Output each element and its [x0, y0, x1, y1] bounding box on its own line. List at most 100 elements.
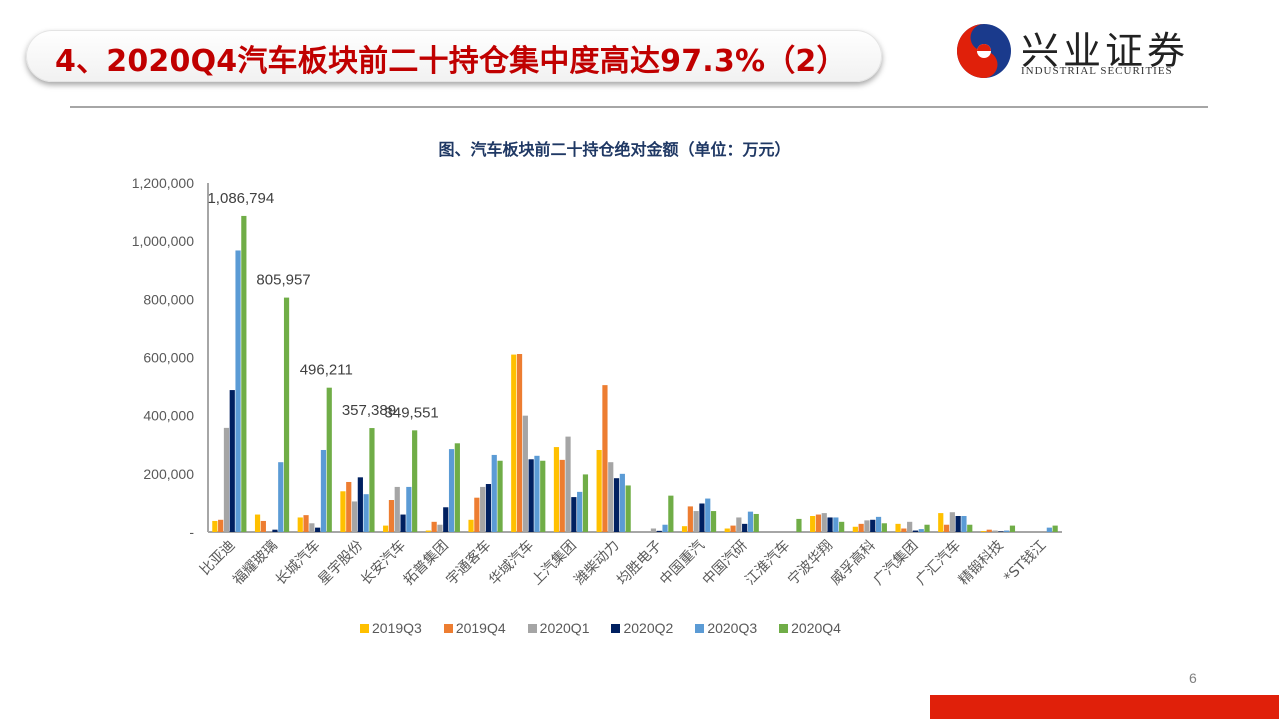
bar	[810, 516, 816, 532]
bar	[400, 514, 406, 532]
bar	[875, 516, 882, 532]
bar	[827, 517, 833, 532]
bar	[693, 511, 699, 532]
bar	[980, 531, 987, 532]
bar	[437, 524, 443, 532]
x-category-label: 上汽集团	[528, 537, 580, 589]
bar	[241, 215, 247, 532]
bar	[918, 529, 924, 532]
legend-swatch	[695, 623, 705, 633]
bar	[742, 523, 748, 532]
bar	[967, 524, 973, 532]
bar	[582, 474, 589, 532]
bar	[687, 506, 693, 532]
x-category-label: 比亚迪	[197, 538, 238, 579]
bar	[272, 529, 278, 532]
y-tick-label: 600,000	[143, 350, 194, 366]
x-category-label: 江淮汽车	[742, 537, 794, 589]
page-number: 6	[1189, 670, 1197, 686]
bar	[565, 436, 571, 532]
bar	[388, 500, 395, 532]
bar	[961, 516, 967, 532]
legend-item: 2020Q3	[695, 620, 757, 636]
legend-swatch	[527, 623, 537, 633]
x-category-label: 中国重汽	[657, 538, 708, 589]
footer-bar	[930, 695, 1279, 719]
bar	[668, 495, 674, 532]
bar	[943, 524, 950, 532]
x-category-label: 拓普集团	[400, 537, 452, 589]
bar	[448, 449, 455, 532]
data-label: 805,957	[256, 272, 310, 289]
bar	[394, 486, 400, 532]
brand-logo: 兴业证券 INDUSTRIAL SECURITIES	[955, 20, 1215, 80]
bar	[613, 478, 620, 532]
bar	[412, 430, 418, 532]
bar	[821, 513, 827, 532]
bar	[218, 519, 224, 532]
bar	[369, 428, 375, 532]
bar	[625, 485, 631, 532]
bar	[858, 523, 864, 532]
title-banner	[26, 30, 882, 82]
bar	[907, 521, 913, 532]
bar	[852, 526, 858, 532]
bar	[491, 454, 497, 532]
legend-item: 2020Q1	[527, 620, 589, 636]
bar	[681, 526, 688, 532]
bar	[340, 491, 346, 532]
legend-item: 2020Q2	[611, 620, 673, 636]
legend-label: 2020Q3	[707, 620, 758, 636]
bar	[608, 462, 614, 532]
bar	[278, 462, 284, 532]
bar	[710, 511, 717, 532]
bar	[511, 354, 517, 532]
bar	[485, 484, 492, 532]
data-label: 1,086,794	[207, 190, 274, 207]
bar	[796, 518, 802, 532]
bar	[901, 528, 907, 532]
bar	[753, 513, 759, 532]
bar	[881, 523, 887, 532]
bar	[528, 459, 534, 532]
bar	[619, 473, 625, 532]
bar	[955, 516, 961, 532]
legend-label: 2020Q4	[791, 620, 841, 636]
y-tick-label: 1,200,000	[132, 175, 194, 191]
bar	[534, 455, 540, 532]
data-label: 349,551	[385, 404, 439, 421]
x-category-label: 威孚高科	[827, 537, 879, 589]
x-category-label: 华域汽车	[485, 537, 537, 589]
bar	[736, 517, 742, 532]
x-category-label: 均胜电子	[614, 538, 665, 589]
bar	[577, 491, 583, 532]
x-category-label: 广汽集团	[870, 537, 922, 589]
bar	[363, 494, 369, 532]
bar	[864, 520, 870, 532]
bar	[870, 519, 876, 532]
bar	[553, 447, 560, 532]
bar	[724, 528, 730, 532]
bar	[650, 528, 657, 532]
bar	[662, 524, 668, 532]
bar	[938, 513, 944, 532]
bar	[747, 511, 754, 532]
bar	[839, 521, 845, 532]
x-category-label: 精锻科技	[956, 538, 1007, 589]
legend-swatch	[443, 623, 453, 633]
bar	[656, 530, 662, 532]
bar	[351, 501, 358, 532]
data-label: 496,211	[300, 362, 353, 379]
x-category-label: 潍柴动力	[572, 538, 623, 589]
y-tick-label: -	[189, 524, 194, 540]
bar	[497, 460, 503, 532]
brand-swirl-icon	[957, 24, 1011, 78]
bar	[998, 531, 1004, 532]
legend-item: 2019Q4	[443, 620, 506, 636]
bar	[1004, 530, 1010, 532]
bar	[212, 520, 218, 532]
x-category-label: *ST钱江	[1001, 538, 1049, 586]
bar	[315, 527, 321, 532]
bar	[480, 486, 486, 532]
